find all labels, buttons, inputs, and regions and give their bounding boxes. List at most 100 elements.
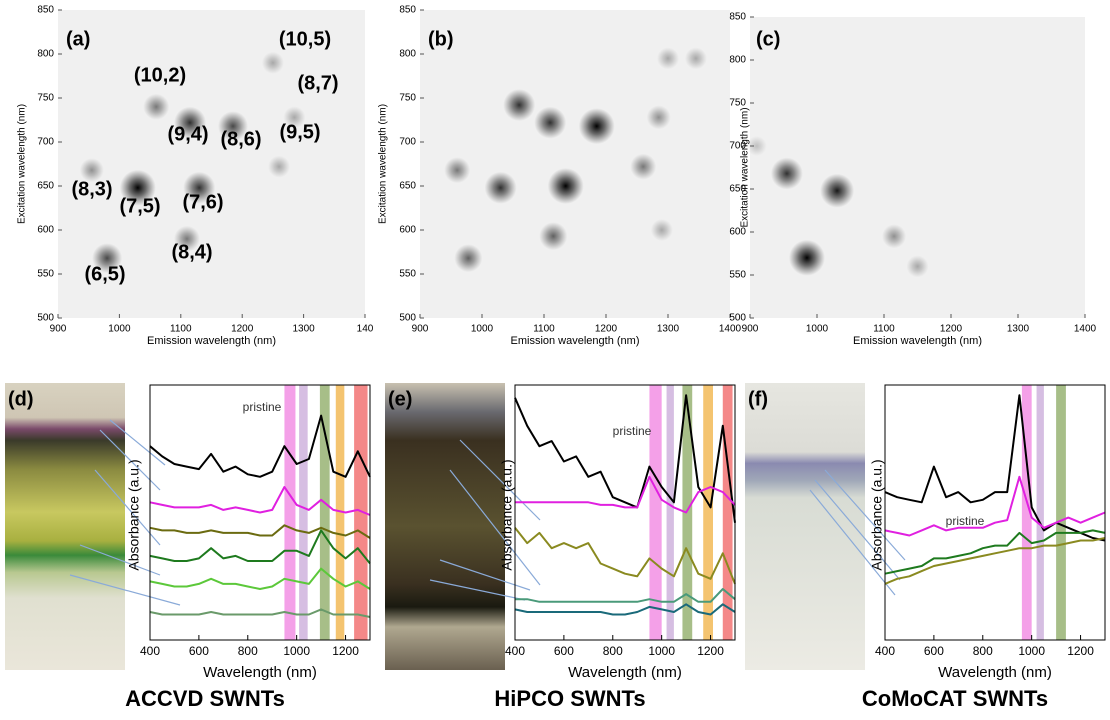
pl-spot (444, 157, 471, 184)
pl-spot (746, 136, 767, 156)
x-axis-label: Wavelength (nm) (568, 664, 682, 681)
y-axis-label: Absorbance (a.u.) (869, 459, 885, 570)
plot-frame (149, 384, 371, 641)
panel-label: (c) (756, 28, 780, 50)
x-axis-label: Emission wavelength (nm) (147, 335, 276, 347)
caption: HiPCO SWNTs (494, 686, 645, 711)
x-axis-label: Wavelength (nm) (203, 664, 317, 681)
pl-spot (183, 171, 216, 204)
x-tick-label: 1200 (1067, 644, 1094, 658)
spectrum-line (884, 475, 1106, 537)
y-tick-label: 850 (37, 5, 54, 16)
pl-spot (906, 255, 929, 278)
spectrum-line (149, 567, 371, 590)
pl-spot (283, 106, 306, 129)
x-tick-label: 1200 (332, 644, 359, 658)
annotation: (7,5) (119, 195, 160, 217)
y-axis-label: Excitation wavelength (nm) (378, 104, 389, 224)
x-tick-label: 600 (554, 644, 574, 658)
x-tick-label: 900 (742, 324, 759, 335)
y-tick-label: 750 (729, 98, 746, 109)
panel-label: (d) (8, 388, 34, 410)
band (299, 385, 308, 640)
spectrum-line (884, 394, 1106, 542)
pl-spot (657, 47, 679, 70)
x-tick-label: 1400 (1074, 324, 1097, 335)
spectrum-line (149, 529, 371, 565)
y-tick-label: 850 (399, 5, 416, 16)
x-tick-label: 400 (875, 644, 895, 658)
x-axis-label: Emission wavelength (nm) (511, 335, 640, 347)
x-tick-label: 800 (973, 644, 993, 658)
band (335, 385, 345, 640)
y-tick-label: 600 (729, 227, 746, 238)
annotation: pristine (946, 514, 985, 528)
x-tick-label: 1000 (283, 644, 310, 658)
y-tick-label: 750 (37, 93, 54, 104)
x-tick-label: 1000 (108, 324, 131, 335)
pl-spot (684, 47, 707, 70)
spectrum-line (514, 603, 736, 616)
pl-spot (484, 171, 517, 204)
x-tick-label: 400 (140, 644, 160, 658)
x-tick-label: 1100 (873, 324, 895, 335)
annotation: (8,4) (171, 241, 212, 263)
panel-label: (a) (66, 28, 90, 50)
tube-photo (5, 383, 125, 670)
x-tick-label: 1200 (231, 324, 254, 335)
annotation: (10,2) (134, 64, 186, 86)
band (319, 385, 330, 640)
band (682, 385, 693, 640)
x-tick-label: 1200 (697, 644, 724, 658)
pl-spot (646, 105, 671, 130)
band (1021, 385, 1032, 640)
y-tick-label: 600 (399, 225, 416, 236)
annotation: (6,5) (84, 263, 125, 285)
pl-spot (79, 158, 104, 183)
spectrum-line (884, 529, 1106, 575)
spectrum-line (514, 527, 736, 585)
spectrum-line (514, 394, 736, 523)
tube-photo (745, 383, 865, 670)
pl-spot (820, 173, 855, 208)
y-axis-label: Absorbance (a.u.) (126, 459, 142, 570)
y-axis-label: Absorbance (a.u.) (499, 459, 515, 570)
panel-label: (b) (428, 28, 454, 50)
x-tick-label: 1400 (719, 324, 742, 335)
x-tick-label: 1300 (657, 324, 680, 335)
spectrum-line (149, 524, 371, 539)
band (649, 385, 662, 640)
annotation: (8,6) (220, 128, 261, 150)
x-tick-label: 1100 (170, 324, 192, 335)
band (722, 385, 733, 640)
x-tick-label: 400 (505, 644, 525, 658)
spectrum-line (515, 475, 736, 514)
y-tick-label: 650 (729, 184, 746, 195)
connector-lines (69, 419, 906, 606)
pl-spot (882, 224, 907, 249)
band (1036, 385, 1044, 640)
annotation: (8,7) (297, 72, 338, 94)
y-tick-label: 650 (37, 181, 54, 192)
pl-spot (539, 222, 568, 251)
pl-spot (119, 169, 156, 206)
plot-frame (884, 384, 1106, 641)
pl-spot (650, 219, 673, 241)
y-tick-label: 550 (37, 269, 54, 280)
x-axis-label: Emission wavelength (nm) (853, 335, 982, 347)
annotation: pristine (243, 400, 282, 414)
band (284, 385, 296, 640)
y-axis-label: Excitation wavelength (nm) (740, 107, 751, 227)
spectrum-line (884, 537, 1106, 585)
y-tick-label: 500 (37, 313, 54, 324)
pl-spot (503, 89, 536, 122)
panel-label: (e) (388, 388, 412, 410)
annotation: (9,5) (279, 121, 320, 143)
spectrum-line (515, 588, 736, 603)
caption: ACCVD SWNTs (125, 686, 285, 711)
spectrum-line (149, 608, 371, 618)
y-tick-label: 850 (729, 12, 746, 23)
annotation: pristine (613, 424, 652, 438)
annotation: (10,5) (279, 28, 331, 50)
